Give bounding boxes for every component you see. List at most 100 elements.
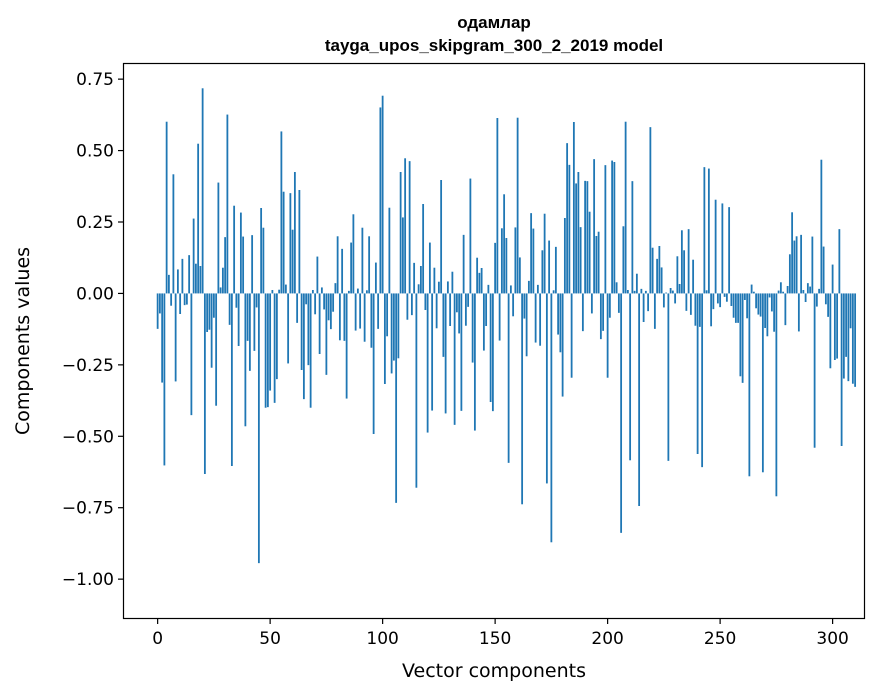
bar	[588, 211, 591, 294]
bar	[593, 159, 596, 294]
bar	[368, 236, 371, 294]
bar	[674, 293, 677, 304]
bar	[563, 218, 566, 294]
bar	[352, 214, 355, 294]
bar	[406, 293, 409, 320]
bar	[401, 217, 404, 294]
bar	[185, 293, 188, 305]
bar	[570, 293, 573, 378]
bar	[545, 293, 548, 484]
bar	[181, 258, 184, 294]
bar	[343, 293, 346, 341]
bar	[662, 293, 665, 308]
bar	[156, 293, 159, 329]
bar	[521, 293, 524, 505]
bar	[757, 293, 760, 315]
bar	[611, 160, 614, 294]
bar	[224, 237, 227, 294]
bar	[446, 281, 449, 294]
bar	[228, 293, 231, 325]
bar	[262, 227, 265, 294]
bar	[836, 293, 839, 359]
bar	[800, 234, 803, 294]
bar	[372, 293, 375, 434]
bar	[629, 293, 632, 461]
bar	[737, 293, 740, 323]
bar	[437, 281, 440, 294]
bar	[660, 267, 663, 294]
bar	[350, 242, 353, 294]
bar	[820, 159, 823, 294]
bar	[487, 284, 490, 294]
bar	[572, 122, 575, 294]
bar	[233, 205, 236, 294]
bar	[723, 293, 726, 297]
bar	[680, 230, 683, 294]
bar	[325, 293, 328, 375]
bar	[341, 248, 344, 294]
bar	[332, 293, 335, 312]
bar	[210, 293, 213, 368]
bar	[242, 236, 245, 294]
bar	[694, 293, 697, 326]
bar	[566, 143, 569, 294]
bar	[687, 229, 690, 294]
bar	[219, 287, 222, 294]
y-tick-label: 0.25	[76, 213, 114, 233]
bar	[480, 268, 483, 294]
bar	[728, 207, 731, 294]
bar	[676, 256, 679, 294]
bar	[363, 293, 366, 342]
y-tick-label: −0.25	[62, 356, 114, 376]
bar	[696, 293, 699, 454]
bar	[761, 293, 764, 473]
bar	[478, 272, 481, 294]
bar	[824, 293, 827, 305]
bar	[170, 293, 173, 306]
bar	[773, 293, 776, 332]
bar	[356, 288, 359, 294]
bar	[246, 293, 249, 341]
bar	[347, 290, 350, 294]
bar	[314, 293, 317, 315]
bar	[622, 226, 625, 294]
bar	[806, 283, 809, 294]
bar	[293, 172, 296, 294]
bar	[361, 227, 364, 294]
bar	[453, 293, 456, 425]
bar	[176, 269, 179, 294]
bar	[336, 236, 339, 294]
y-tick-label: 0.50	[76, 142, 114, 162]
bar	[575, 183, 578, 294]
x-tick-label: 50	[259, 629, 281, 649]
bars-group	[156, 88, 857, 564]
bar	[743, 293, 746, 300]
bar	[424, 293, 427, 310]
bar	[174, 293, 177, 382]
bar	[647, 293, 650, 312]
bar	[669, 288, 672, 294]
bar	[273, 293, 276, 403]
bar	[212, 293, 215, 318]
bar	[725, 293, 728, 302]
bar	[165, 121, 168, 294]
bar	[309, 293, 312, 408]
bar	[471, 293, 474, 363]
bar	[795, 236, 798, 294]
bar	[748, 293, 751, 477]
bar	[278, 289, 281, 294]
bar	[775, 293, 778, 497]
bar	[642, 293, 645, 322]
bar	[701, 293, 704, 468]
bar	[509, 285, 512, 294]
bar	[550, 293, 553, 543]
bar	[485, 293, 488, 326]
bar	[721, 203, 724, 294]
bar	[579, 227, 582, 294]
bar	[581, 293, 584, 332]
bar	[516, 117, 519, 294]
bar	[777, 290, 780, 294]
bar	[345, 293, 348, 399]
bar	[716, 293, 719, 304]
bar	[851, 293, 854, 384]
